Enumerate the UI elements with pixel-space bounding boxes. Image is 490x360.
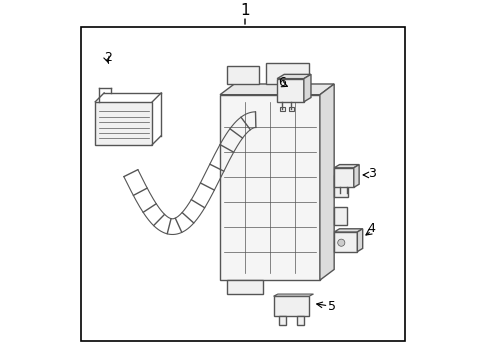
Polygon shape bbox=[277, 75, 311, 78]
Polygon shape bbox=[320, 84, 334, 280]
Bar bbox=[227, 280, 263, 294]
Text: 6: 6 bbox=[278, 76, 286, 89]
Bar bbox=[220, 95, 320, 280]
Bar bbox=[334, 175, 348, 197]
Polygon shape bbox=[304, 75, 311, 102]
Bar bbox=[277, 78, 304, 102]
Bar bbox=[334, 232, 357, 252]
Bar bbox=[334, 207, 346, 225]
Polygon shape bbox=[334, 165, 359, 168]
Text: 3: 3 bbox=[368, 167, 375, 180]
Bar bbox=[81, 27, 406, 341]
Polygon shape bbox=[273, 294, 314, 296]
Polygon shape bbox=[357, 229, 363, 252]
Bar bbox=[279, 316, 286, 325]
Bar bbox=[273, 296, 309, 316]
Bar bbox=[289, 107, 294, 111]
Bar bbox=[297, 316, 304, 325]
Polygon shape bbox=[334, 229, 363, 232]
Text: 4: 4 bbox=[368, 222, 375, 235]
Circle shape bbox=[338, 239, 345, 246]
Polygon shape bbox=[354, 165, 359, 188]
Bar bbox=[227, 66, 259, 84]
Text: 1: 1 bbox=[240, 3, 250, 18]
Bar bbox=[267, 63, 309, 84]
Bar bbox=[334, 168, 354, 188]
Polygon shape bbox=[220, 84, 334, 95]
Text: 2: 2 bbox=[104, 51, 112, 64]
Bar bbox=[95, 102, 152, 145]
Bar bbox=[280, 107, 285, 111]
Text: 5: 5 bbox=[328, 300, 336, 314]
